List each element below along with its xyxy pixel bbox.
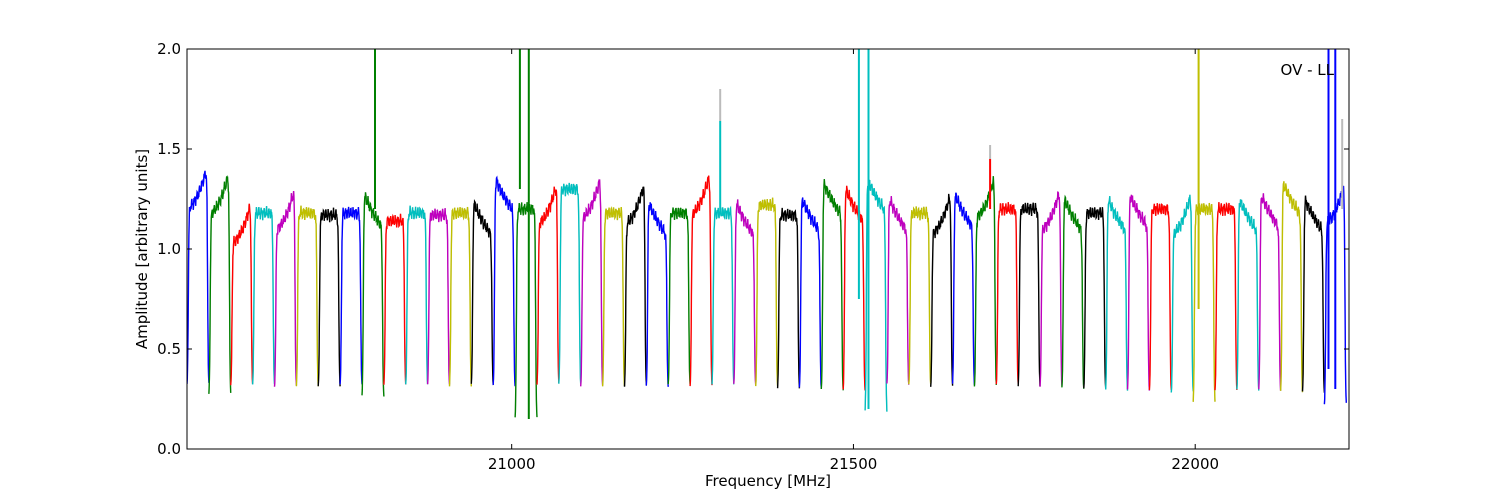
y-axis-label: Amplitude [arbitrary units]: [133, 149, 151, 349]
spike-layer: [374, 49, 1344, 419]
tick-layer: 21000 21500 22000 0.0 0.5 1.0 1.5 2.0: [157, 40, 1349, 473]
y-tick-label-3: 1.5: [157, 140, 181, 158]
band-series-33: [908, 206, 932, 385]
band-series-19: [601, 206, 626, 387]
band-series-43: [1126, 194, 1151, 391]
band-series-27: [776, 207, 801, 389]
band-series-3: [251, 206, 276, 385]
band-series-42: [1105, 196, 1129, 391]
band-series-26: [755, 197, 779, 387]
band-series-38: [1017, 202, 1041, 387]
band-series-13: [470, 199, 494, 386]
band-series-8: [361, 192, 385, 397]
band-series-24: [711, 205, 735, 385]
band-series-35: [951, 192, 976, 385]
y-tick-label-2: 1.0: [157, 240, 181, 258]
band-series-21: [645, 202, 669, 387]
y-tick-label-0: 0.0: [157, 440, 181, 458]
band-series-11: [426, 208, 451, 385]
x-axis-label: Frequency [MHz]: [705, 472, 831, 490]
band-series-28: [798, 197, 822, 389]
band-series-36: [973, 176, 997, 387]
band-series-44: [1148, 203, 1172, 391]
band-series-9: [383, 213, 407, 385]
band-series-37: [995, 202, 1019, 385]
band-series-32: [886, 196, 910, 385]
band-series-15: [514, 202, 538, 418]
series-layer: [187, 170, 1347, 418]
y-tick-label-1: 0.5: [157, 340, 181, 358]
band-series-0: [187, 170, 210, 385]
band-series-23: [689, 175, 713, 387]
band-series-4: [273, 191, 298, 387]
band-series-50: [1279, 181, 1304, 393]
band-series-17: [558, 182, 582, 384]
band-series-46: [1192, 202, 1216, 402]
band-series-30: [842, 185, 866, 391]
band-series-16: [536, 186, 560, 385]
band-series-48: [1236, 199, 1260, 391]
band-series-49: [1258, 193, 1282, 391]
y-tick-label-4: 2.0: [157, 40, 181, 58]
band-series-7: [339, 206, 363, 385]
band-series-47: [1214, 201, 1238, 391]
band-series-40: [1061, 194, 1085, 389]
x-tick-label-0: 21000: [488, 455, 536, 473]
band-series-25: [733, 199, 757, 385]
band-series-34: [930, 193, 954, 387]
band-series-6: [317, 207, 341, 387]
band-series-18: [580, 178, 604, 387]
band-series-2: [230, 203, 254, 386]
band-series-22: [667, 207, 691, 385]
band-series-12: [448, 206, 472, 387]
band-series-5: [295, 205, 319, 387]
band-series-10: [405, 205, 429, 385]
band-series-39: [1039, 191, 1063, 387]
plot-annotation: OV - LL: [1281, 61, 1335, 79]
band-series-45: [1170, 194, 1194, 393]
band-series-20: [623, 186, 647, 387]
x-tick-label-2: 22000: [1171, 455, 1219, 473]
band-series-41: [1083, 207, 1107, 389]
band-series-1: [208, 175, 232, 394]
band-series-29: [820, 179, 844, 391]
band-series-51: [1301, 195, 1326, 393]
x-tick-label-1: 21500: [830, 455, 878, 473]
plot-background: [187, 49, 1349, 449]
band-series-14: [492, 175, 516, 387]
